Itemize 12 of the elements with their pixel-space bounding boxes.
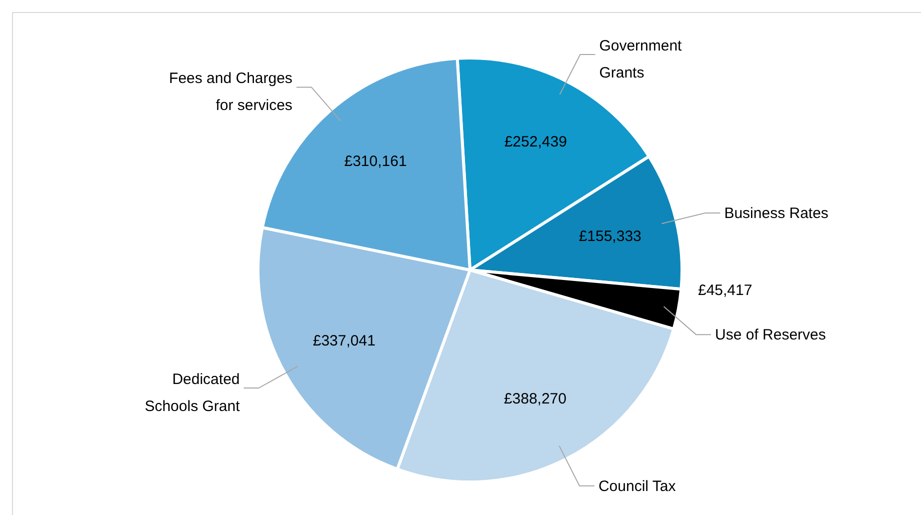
data-label: £337,041 [312,332,376,350]
data-label: £155,333 [578,228,642,246]
slice-label: Use of Reserves [715,326,826,344]
data-label: £252,439 [504,134,567,151]
slice-label: Council Tax [598,478,676,495]
slice-label: Fees and Charges for services [169,70,292,114]
data-label: £310,161 [344,153,407,170]
data-label: £45,417 [698,282,752,299]
data-label: £388,270 [504,390,567,408]
slice-label: Government Grants [599,38,683,82]
slice-label: Business Rates [724,205,828,222]
slice-label: Dedicated Schools Grant [144,371,241,416]
